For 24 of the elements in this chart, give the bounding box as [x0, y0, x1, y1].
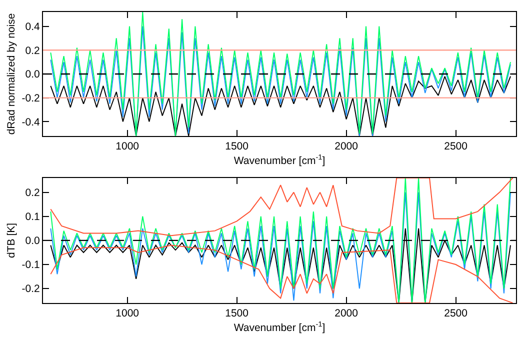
x-tick-label: 2500 — [444, 308, 468, 320]
y-tick-label: 0.0 — [25, 235, 40, 248]
y-tick-label: -0.4 — [22, 116, 40, 128]
x-tick-label: 1500 — [225, 140, 249, 153]
x-tick-label: 1000 — [116, 308, 140, 320]
y-tick-label: -0.1 — [22, 259, 40, 272]
x-tick-label: 2000 — [334, 140, 358, 153]
y-axis-title: dTB [K] — [6, 222, 18, 258]
x-tick-label: 1000 — [116, 140, 140, 153]
x-axis-title: Wavenumber [cm$^{-1}$] — [234, 320, 326, 334]
line-series — [50, 178, 514, 236]
x-tick-label: 2000 — [334, 308, 358, 320]
y-tick-label: 0.2 — [25, 186, 40, 199]
y-tick-label: 0.1 — [25, 211, 40, 224]
x-tick-label: 2500 — [444, 140, 468, 153]
x-axis-title: Wavenumber [cm$^{-1}$] — [234, 152, 326, 167]
y-tick-label: -0.2 — [22, 92, 40, 104]
y-tick-label: 0.0 — [25, 68, 40, 81]
x-tick-label: 1500 — [225, 308, 249, 320]
y-axis-title: dRad normalized by noise — [6, 13, 18, 135]
y-tick-label: -0.2 — [22, 283, 40, 296]
y-tick-label: 0.2 — [25, 44, 40, 57]
y-tick-label: 0.4 — [25, 20, 40, 33]
line-series — [50, 244, 514, 303]
